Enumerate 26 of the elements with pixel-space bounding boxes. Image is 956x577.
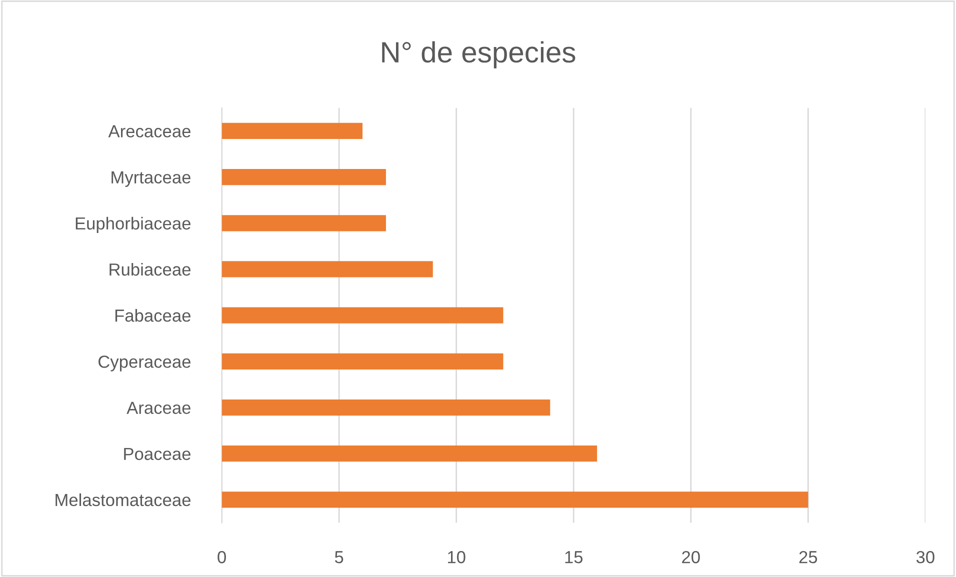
x-tick-label: 10 bbox=[448, 551, 466, 564]
bar bbox=[222, 215, 386, 232]
y-tick-label: Arecaceae bbox=[108, 125, 190, 138]
bar bbox=[222, 261, 433, 278]
bar bbox=[222, 492, 808, 508]
bar bbox=[222, 307, 504, 324]
y-tick-label: Rubiaceae bbox=[110, 262, 190, 276]
x-tick-label: 20 bbox=[682, 551, 700, 564]
y-tick-label: Melastomataceae bbox=[56, 493, 190, 506]
x-tick-label: 15 bbox=[565, 551, 583, 564]
x-tick-label: 5 bbox=[334, 551, 344, 564]
chart-title: N° de especies bbox=[382, 41, 576, 68]
bar bbox=[222, 168, 386, 186]
y-tick-label: Fabaceae bbox=[115, 309, 190, 322]
bar bbox=[222, 122, 363, 140]
y-tick-label: Euphorbiaceae bbox=[76, 216, 190, 234]
y-tick-label: Cyperaceae bbox=[98, 356, 190, 372]
x-tick-label: 25 bbox=[799, 551, 818, 564]
bar bbox=[222, 399, 550, 416]
bar bbox=[222, 353, 504, 370]
y-tick-label: Myrtaceae bbox=[112, 171, 190, 187]
bar bbox=[222, 446, 598, 462]
y-tick-label: Poaceae bbox=[124, 448, 190, 460]
x-tick-label: 30 bbox=[916, 551, 934, 564]
x-tick-label: 0 bbox=[218, 551, 226, 564]
y-tick-label: Araceae bbox=[126, 402, 190, 414]
